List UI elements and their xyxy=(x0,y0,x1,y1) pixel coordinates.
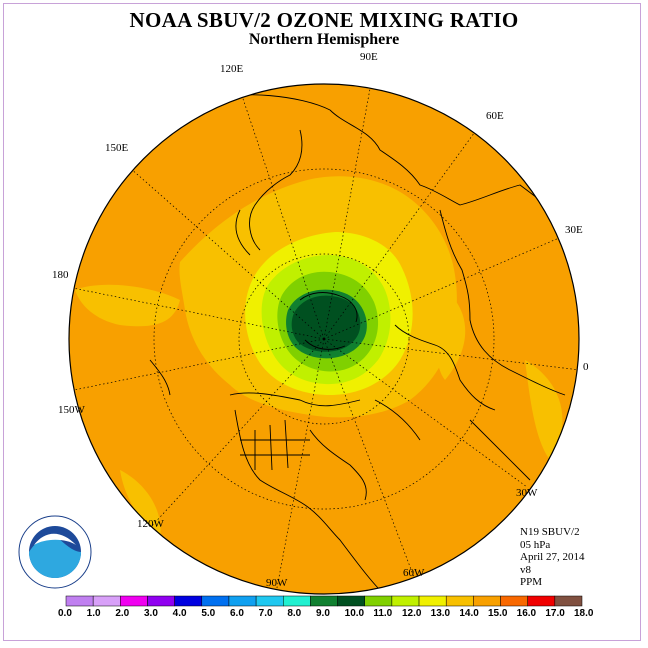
colorbar-swatch xyxy=(228,595,257,607)
colorbar-tick: 7.0 xyxy=(258,608,273,619)
lon-label-90e: 90E xyxy=(360,51,378,63)
graticule xyxy=(69,84,579,594)
colorbar-swatch xyxy=(445,595,474,607)
colorbar-tick: 11.0 xyxy=(373,608,393,619)
colorbar xyxy=(65,595,583,607)
colorbar-tick: 10.0 xyxy=(344,608,365,619)
lon-label-150e: 150E xyxy=(105,142,129,154)
lon-label-120e: 120E xyxy=(220,63,244,75)
colorbar-tick: 8.0 xyxy=(287,608,302,619)
colorbar-swatch xyxy=(65,595,94,607)
colorbar-tick: 12.0 xyxy=(402,608,422,619)
lon-label-180: 180 xyxy=(52,269,69,281)
lon-label-30w: 30W xyxy=(516,487,538,499)
lon-label-30e: 30E xyxy=(565,224,583,236)
info-block: N19 SBUV/2 05 hPa April 27, 2014 v8 PPM xyxy=(520,526,584,589)
colorbar-tick: 14.0 xyxy=(459,608,479,619)
info-level: 05 hPa xyxy=(520,538,551,551)
colorbar-tick: 18.0 xyxy=(574,608,594,619)
info-date: April 27, 2014 xyxy=(520,551,585,563)
continent-outlines xyxy=(149,94,576,591)
colorbar-swatch xyxy=(255,595,284,607)
colorbar-swatch xyxy=(337,595,365,607)
colorbar-tick: 0.0 xyxy=(58,608,72,619)
colorbar-tick: 16.0 xyxy=(516,608,537,619)
colorbar-tick: 9.0 xyxy=(316,608,330,619)
colorbar-tick: 13.0 xyxy=(430,608,451,619)
colorbar-swatch xyxy=(554,595,583,607)
colorbar-tick: 17.0 xyxy=(545,608,565,619)
lon-label-120w: 120W xyxy=(137,518,164,530)
colorbar-swatch xyxy=(527,595,556,607)
noaa-logo-bird xyxy=(34,533,76,545)
colorbar-swatch xyxy=(283,595,311,607)
colorbar-swatch xyxy=(120,595,148,607)
lon-label-0: 0 xyxy=(583,361,589,373)
noaa-logo xyxy=(18,515,92,589)
contour-8-9 xyxy=(291,295,361,352)
map-subtitle: Northern Hemisphere xyxy=(248,31,400,48)
noaa-logo-wave xyxy=(29,536,81,578)
lon-label-150w: 150W xyxy=(58,404,85,416)
colorbar-swatch xyxy=(418,595,447,607)
colorbar-swatch xyxy=(473,595,501,607)
colorbar-swatch xyxy=(310,595,338,607)
colorbar-tick: 2.0 xyxy=(115,608,130,619)
colorbar-tick: 1.0 xyxy=(86,608,101,619)
info-satellite: N19 SBUV/2 xyxy=(520,526,580,538)
lon-label-60e: 60E xyxy=(486,110,504,122)
colorbar-swatch xyxy=(147,595,175,607)
colorbar-tick: 3.0 xyxy=(144,608,158,619)
colorbar-tick: 6.0 xyxy=(230,608,244,619)
colorbar-tick: 5.0 xyxy=(201,608,216,619)
colorbar-swatch xyxy=(364,595,393,607)
colorbar-tick: 4.0 xyxy=(172,608,187,619)
colorbar-swatch xyxy=(201,595,230,607)
map-title: NOAA SBUV/2 OZONE MIXING RATIO xyxy=(129,8,519,32)
colorbar-swatch xyxy=(174,595,203,607)
lon-label-60w: 60W xyxy=(403,567,425,579)
image-frame xyxy=(3,3,641,641)
lon-label-90w: 90W xyxy=(266,577,288,589)
colorbar-tick: 15.0 xyxy=(488,608,508,619)
info-version: v8 xyxy=(520,563,531,576)
colorbar-swatch xyxy=(92,595,121,607)
colorbar-swatch xyxy=(391,595,420,607)
colorbar-swatch xyxy=(500,595,528,607)
info-units: PPM xyxy=(520,576,543,588)
map-boundary xyxy=(68,83,580,595)
